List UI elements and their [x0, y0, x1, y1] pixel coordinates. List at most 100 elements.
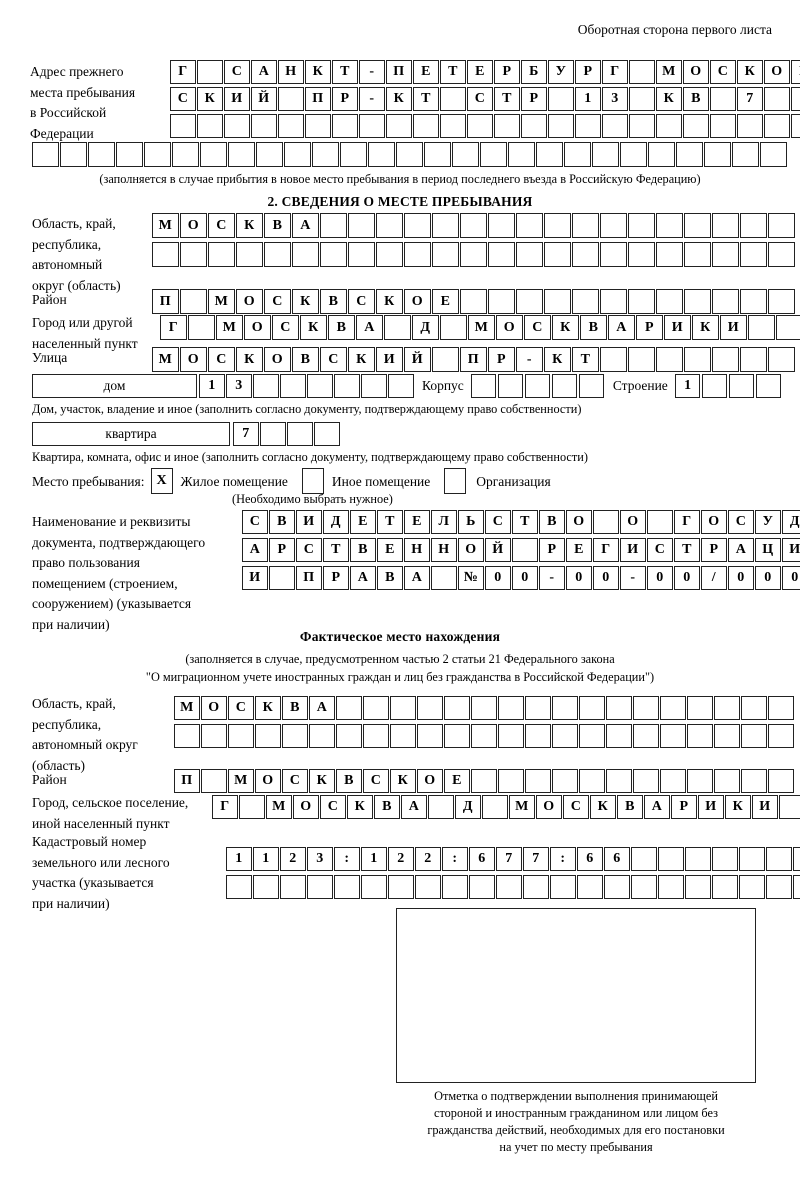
char-cell[interactable]	[498, 769, 524, 793]
char-cell[interactable]	[606, 769, 632, 793]
char-cell[interactable]	[482, 795, 508, 819]
char-cell[interactable]	[552, 696, 578, 720]
char-cell[interactable]	[684, 242, 711, 267]
char-cell[interactable]	[579, 769, 605, 793]
char-cell[interactable]: В	[374, 795, 400, 819]
char-cell[interactable]: 0	[566, 566, 592, 590]
char-cell[interactable]: П	[152, 289, 179, 314]
char-cell[interactable]: М	[174, 696, 200, 720]
char-cell[interactable]: Т	[413, 87, 439, 111]
char-cell[interactable]: К	[255, 696, 281, 720]
char-cell[interactable]	[714, 769, 740, 793]
char-cell[interactable]	[390, 696, 416, 720]
char-cell[interactable]: Г	[593, 538, 619, 562]
char-cell[interactable]: 1	[361, 847, 387, 871]
char-cell[interactable]: 1	[575, 87, 601, 111]
char-cell[interactable]: 6	[469, 847, 495, 871]
char-cell[interactable]	[579, 724, 605, 748]
char-cell[interactable]	[633, 696, 659, 720]
char-cell[interactable]	[305, 114, 331, 138]
char-cell[interactable]: Т	[674, 538, 700, 562]
char-cell[interactable]	[278, 87, 304, 111]
char-cell[interactable]: Т	[512, 510, 538, 534]
char-cell[interactable]	[710, 87, 736, 111]
char-cell[interactable]	[629, 60, 655, 84]
char-cell[interactable]	[471, 696, 497, 720]
char-cell[interactable]: С	[208, 213, 235, 238]
char-cell[interactable]: Р	[269, 538, 295, 562]
char-cell[interactable]	[548, 114, 574, 138]
char-cell[interactable]	[152, 242, 179, 267]
char-cell[interactable]	[712, 289, 739, 314]
char-cell[interactable]	[712, 213, 739, 238]
char-cell[interactable]: 6	[577, 847, 603, 871]
char-cell[interactable]	[260, 422, 286, 446]
char-cell[interactable]	[180, 242, 207, 267]
char-cell[interactable]: В	[269, 510, 295, 534]
char-cell[interactable]	[544, 242, 571, 267]
char-cell[interactable]	[575, 114, 601, 138]
char-cell[interactable]	[471, 724, 497, 748]
char-cell[interactable]: -	[539, 566, 565, 590]
char-cell[interactable]	[386, 114, 412, 138]
char-cell[interactable]: 0	[782, 566, 800, 590]
char-cell[interactable]: С	[563, 795, 589, 819]
checkbox-organizaciya[interactable]	[444, 468, 467, 494]
char-cell[interactable]: И	[698, 795, 724, 819]
char-cell[interactable]	[793, 847, 800, 871]
char-cell[interactable]: У	[755, 510, 781, 534]
actual-region-row-2[interactable]	[174, 724, 795, 748]
char-cell[interactable]	[684, 213, 711, 238]
char-cell[interactable]: 3	[602, 87, 628, 111]
char-cell[interactable]	[444, 724, 470, 748]
char-cell[interactable]: О	[264, 347, 291, 372]
char-cell[interactable]: 1	[226, 847, 252, 871]
char-cell[interactable]	[741, 769, 767, 793]
prev-address-row-3[interactable]	[170, 114, 800, 138]
char-cell[interactable]: К	[309, 769, 335, 793]
char-cell[interactable]: С	[320, 347, 347, 372]
char-cell[interactable]	[648, 142, 675, 167]
char-cell[interactable]: А	[350, 566, 376, 590]
char-cell[interactable]	[687, 724, 713, 748]
char-cell[interactable]	[390, 724, 416, 748]
char-cell[interactable]: И	[242, 566, 268, 590]
char-cell[interactable]: К	[300, 315, 327, 340]
char-cell[interactable]	[278, 114, 304, 138]
char-cell[interactable]: Р	[575, 60, 601, 84]
char-cell[interactable]	[348, 213, 375, 238]
char-cell[interactable]	[200, 142, 227, 167]
char-cell[interactable]	[579, 696, 605, 720]
char-cell[interactable]	[428, 795, 454, 819]
char-cell[interactable]: Т	[332, 60, 358, 84]
char-cell[interactable]: М	[216, 315, 243, 340]
char-cell[interactable]	[710, 114, 736, 138]
char-cell[interactable]: А	[251, 60, 277, 84]
char-cell[interactable]: Т	[572, 347, 599, 372]
char-cell[interactable]	[417, 696, 443, 720]
char-cell[interactable]: О	[620, 510, 646, 534]
char-cell[interactable]	[452, 142, 479, 167]
char-cell[interactable]	[628, 289, 655, 314]
char-cell[interactable]: О	[566, 510, 592, 534]
char-cell[interactable]	[442, 875, 468, 899]
char-cell[interactable]	[228, 142, 255, 167]
char-cell[interactable]	[287, 422, 313, 446]
char-cell[interactable]: :	[334, 847, 360, 871]
char-cell[interactable]: К	[305, 60, 331, 84]
char-cell[interactable]	[525, 724, 551, 748]
char-cell[interactable]: В	[377, 566, 403, 590]
char-cell[interactable]	[336, 724, 362, 748]
char-cell[interactable]	[577, 875, 603, 899]
char-cell[interactable]	[498, 724, 524, 748]
char-cell[interactable]: О	[536, 795, 562, 819]
char-cell[interactable]: П	[305, 87, 331, 111]
char-cell[interactable]	[684, 289, 711, 314]
